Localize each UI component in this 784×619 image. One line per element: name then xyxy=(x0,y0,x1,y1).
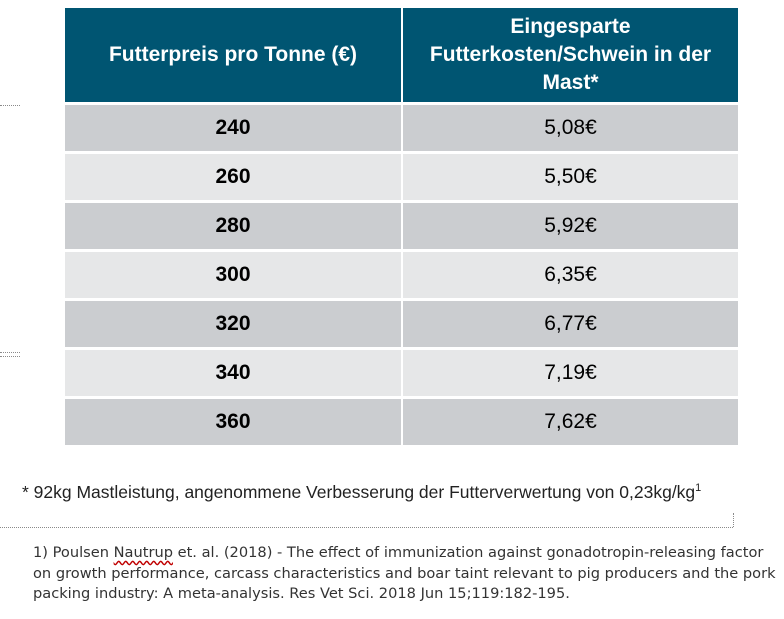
table-row: 320 6,77€ xyxy=(65,298,738,349)
header-saved-feed-cost: Eingesparte Futterkosten/Schwein in der … xyxy=(402,8,738,104)
footnote-separator xyxy=(0,527,733,528)
price-cell: 340 xyxy=(65,347,403,398)
savings-cell: 5,08€ xyxy=(402,102,738,153)
price-cell: 280 xyxy=(65,200,403,251)
separator-tick xyxy=(733,513,734,527)
price-cell: 320 xyxy=(65,298,403,349)
price-cell: 260 xyxy=(65,151,403,202)
savings-cell: 7,62€ xyxy=(402,396,738,445)
table-row: 240 5,08€ xyxy=(65,102,738,153)
price-cell: 360 xyxy=(65,396,403,445)
dotted-guide-lower xyxy=(0,352,20,353)
savings-cell: 7,19€ xyxy=(402,347,738,398)
footnote-superscript: 1 xyxy=(695,482,702,495)
savings-cell: 6,77€ xyxy=(402,298,738,349)
reference-citation: 1) Poulsen Nautrup et. al. (2018) - The … xyxy=(33,543,778,605)
dotted-guide-upper xyxy=(0,105,20,106)
price-cell: 240 xyxy=(65,102,403,153)
dotted-guide-lower-2 xyxy=(0,356,20,357)
savings-cell: 6,35€ xyxy=(402,249,738,300)
feed-cost-table: Futterpreis pro Tonne (€) Eingesparte Fu… xyxy=(65,8,738,445)
savings-cell: 5,50€ xyxy=(402,151,738,202)
table-row: 260 5,50€ xyxy=(65,151,738,202)
footnote-text: * 92kg Mastleistung, angenommene Verbess… xyxy=(22,482,696,502)
price-cell: 300 xyxy=(65,249,403,300)
savings-cell: 5,92€ xyxy=(402,200,738,251)
table-row: 340 7,19€ xyxy=(65,347,738,398)
spellcheck-flagged-word: Nautrup xyxy=(113,544,173,561)
reference-suffix: et. al. (2018) - The effect of immunizat… xyxy=(33,544,776,602)
table-row: 300 6,35€ xyxy=(65,249,738,300)
table-row: 360 7,62€ xyxy=(65,396,738,445)
table-row: 280 5,92€ xyxy=(65,200,738,251)
footnote-assumption: * 92kg Mastleistung, angenommene Verbess… xyxy=(22,482,701,503)
reference-prefix: 1) Poulsen xyxy=(33,544,114,561)
header-feed-price: Futterpreis pro Tonne (€) xyxy=(65,8,403,104)
table-header-row: Futterpreis pro Tonne (€) Eingesparte Fu… xyxy=(65,8,738,104)
